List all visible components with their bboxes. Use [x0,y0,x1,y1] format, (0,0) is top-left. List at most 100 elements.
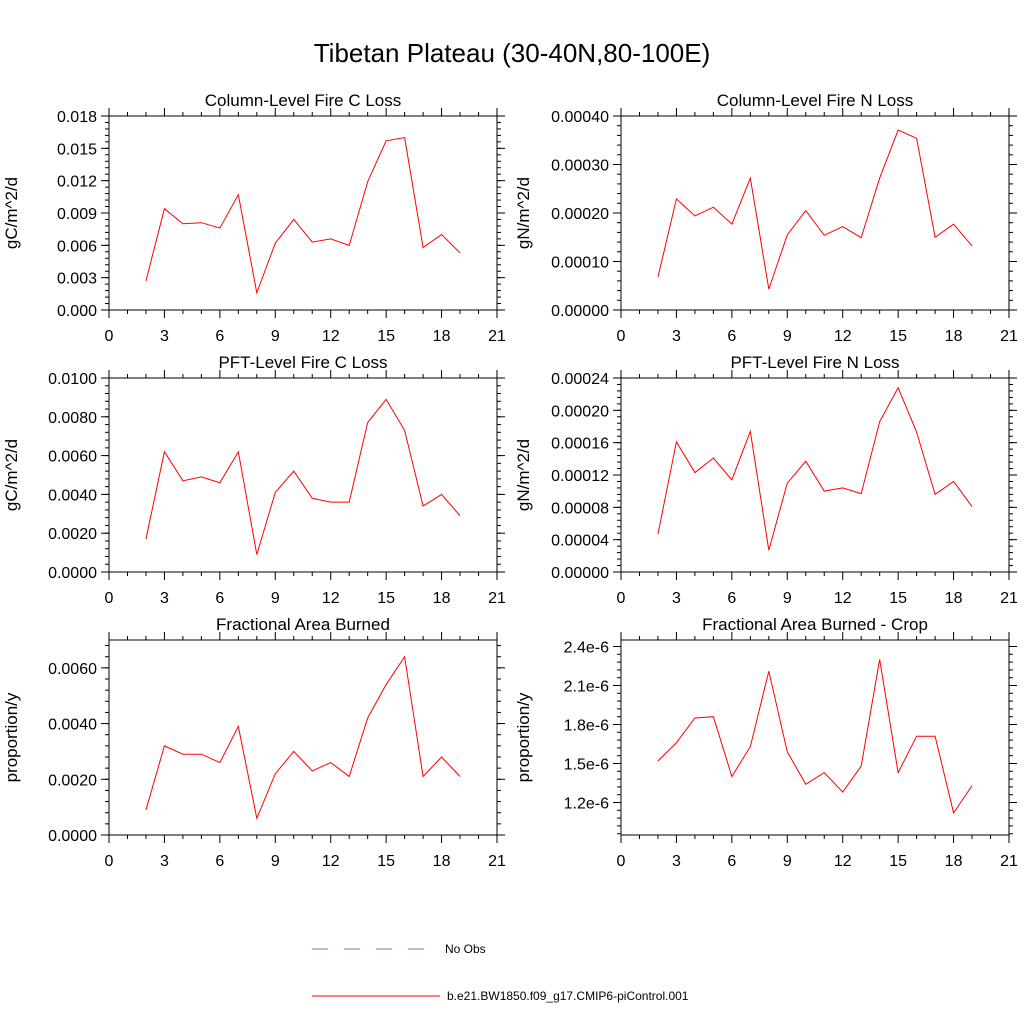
y-axis-label: proportion/y [514,692,533,782]
panel-title: Column-Level Fire N Loss [717,91,914,110]
y-tick-label: 1.5e-6 [564,757,609,774]
y-tick-label: 2.4e-6 [564,640,609,657]
y-tick-label: 0.00012 [551,468,609,485]
legend-obs-label: No Obs [445,942,486,956]
y-axis-label: gC/m^2/d [2,439,21,511]
y-tick-label: 2.1e-6 [564,679,609,696]
x-tick-label: 12 [322,328,340,345]
x-tick-label: 6 [727,853,736,870]
x-tick-label: 15 [889,853,907,870]
series-line [145,136,461,295]
y-tick-label: 0.00004 [551,533,609,550]
panel-title: Column-Level Fire C Loss [205,91,402,110]
y-tick-label: 0.00008 [551,500,609,517]
x-tick-label: 18 [945,853,963,870]
series-line [145,655,461,820]
y-tick-label: 0.0080 [48,410,97,427]
y-tick-label: 0.0060 [48,449,97,466]
x-tick-label: 12 [834,853,852,870]
y-tick-label: 0.00030 [551,158,609,175]
y-tick-label: 0.00024 [551,371,609,388]
x-tick-label: 12 [322,590,340,607]
x-tick-label: 3 [672,590,681,607]
figure-title: Tibetan Plateau (30-40N,80-100E) [313,38,711,68]
x-tick-label: 18 [433,590,451,607]
x-tick-label: 3 [160,853,169,870]
x-tick-label: 21 [488,328,506,345]
x-tick-label: 12 [834,328,852,345]
y-tick-label: 0.015 [57,141,97,158]
chart-panel-3: 0 3 6 9 12 15 18 21 0.0000 0.0020 0.0040 0.0060 0.00… [2,353,506,607]
y-tick-label: 0.00040 [551,109,609,126]
x-tick-label: 9 [783,853,792,870]
y-tick-label: 0.003 [57,271,97,288]
plot-frame [620,115,1010,311]
panel-title: Fractional Area Burned [216,615,390,634]
y-tick-label: 0.00020 [551,403,609,420]
x-tick-label: 9 [783,328,792,345]
x-tick-label: 21 [488,853,506,870]
x-tick-label: 3 [672,853,681,870]
x-tick-label: 0 [617,328,626,345]
y-tick-label: 0.000 [57,303,97,320]
y-tick-label: 0.009 [57,206,97,223]
x-tick-label: 3 [160,590,169,607]
x-tick-label: 0 [617,590,626,607]
y-axis-label: gN/m^2/d [514,439,533,511]
y-tick-label: 0.0020 [48,526,97,543]
plot-frame [620,639,1010,836]
y-tick-label: 1.8e-6 [564,718,609,735]
y-tick-label: 1.2e-6 [564,796,609,813]
plot-frame [620,377,1010,573]
plot-frame [108,639,498,836]
y-tick-label: 0.00020 [551,206,609,223]
panel-title: PFT-Level Fire N Loss [730,353,899,372]
y-tick-label: 0.0040 [48,487,97,504]
panel-title: Fractional Area Burned - Crop [702,615,928,634]
x-tick-label: 15 [377,328,395,345]
legend-model-label: b.e21.BW1850.f09_g17.CMIP6-piControl.001 [447,989,689,1003]
legend-model-line [312,995,440,997]
y-axis-label: gN/m^2/d [514,177,533,249]
series-line [657,386,973,551]
y-tick-label: 0.0020 [48,772,97,789]
y-tick-label: 0.0000 [48,828,97,845]
x-tick-label: 6 [215,590,224,607]
x-tick-label: 6 [215,853,224,870]
y-tick-label: 0.00016 [551,436,609,453]
y-tick-label: 0.0040 [48,717,97,734]
x-tick-label: 9 [783,590,792,607]
chart-panel-6: 0 3 6 9 12 15 18 21 1.2e-6 1.5e-6 1.8e-6 2.1e-6 2.4e… [514,615,1018,870]
x-tick-label: 21 [1000,853,1018,870]
y-tick-label: 0.00000 [551,303,609,320]
y-axis-label: proportion/y [2,692,21,782]
y-tick-label: 0.0000 [48,565,97,582]
panel-title: PFT-Level Fire C Loss [218,353,387,372]
x-tick-label: 0 [617,853,626,870]
y-tick-label: 0.00010 [551,255,609,272]
plot-frame [108,377,498,573]
x-tick-label: 0 [105,590,114,607]
x-tick-label: 12 [834,590,852,607]
x-tick-label: 9 [271,853,280,870]
chart-panel-2: 0 3 6 9 12 15 18 21 0.00000 0.00010 0.00020 0.00030… [514,91,1018,345]
x-tick-label: 0 [105,328,114,345]
plot-frame [108,115,498,311]
x-tick-label: 15 [377,590,395,607]
x-tick-label: 0 [105,853,114,870]
x-tick-label: 18 [433,853,451,870]
x-tick-label: 18 [945,328,963,345]
x-tick-label: 18 [433,328,451,345]
x-tick-label: 21 [1000,328,1018,345]
x-tick-label: 18 [945,590,963,607]
chart-panel-5: 0 3 6 9 12 15 18 21 0.0000 0.0020 0.0040 0.0060 Frac… [2,615,506,870]
x-tick-label: 9 [271,590,280,607]
y-tick-label: 0.0060 [48,661,97,678]
chart-panel-4: 0 3 6 9 12 15 18 21 0.00000 0.00004 0.00008 0.00012… [514,353,1018,607]
y-tick-label: 0.012 [57,174,97,191]
y-tick-label: 0.006 [57,238,97,255]
x-tick-label: 3 [672,328,681,345]
x-tick-label: 21 [1000,590,1018,607]
y-tick-label: 0.018 [57,109,97,126]
x-tick-label: 12 [322,853,340,870]
